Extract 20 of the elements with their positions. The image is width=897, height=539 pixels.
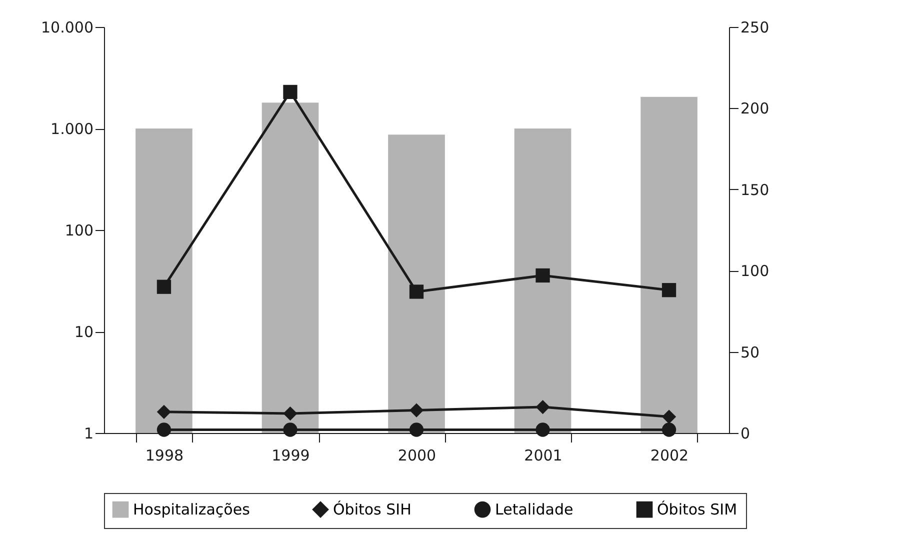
legend-label: Hospitalizações xyxy=(133,500,250,519)
y2-tick-label: 250 xyxy=(740,18,770,36)
y2-tick-label: 50 xyxy=(740,343,760,362)
legend-label: Óbitos SIM xyxy=(657,500,738,519)
x-tick-label: 2002 xyxy=(650,446,689,464)
y2-tick-label: 200 xyxy=(740,100,770,118)
x-tick-label: 2001 xyxy=(524,446,562,464)
y2-tick-label: 150 xyxy=(740,180,770,199)
y-tick-label: 1.000 xyxy=(50,120,94,138)
x-tick-label: 2000 xyxy=(398,446,436,464)
y-tick-label: 1 xyxy=(84,424,94,442)
x-tick-label: 1998 xyxy=(145,446,184,464)
y-tick-label: 100 xyxy=(64,222,94,240)
y-tick-label: 10.000 xyxy=(41,18,94,36)
y2-tick-label: 0 xyxy=(740,424,750,442)
legend-label: Letalidade xyxy=(495,500,574,519)
y-tick-label: 10 xyxy=(74,323,94,341)
legend-label: Óbitos SIH xyxy=(333,500,412,519)
x-tick-label: 1999 xyxy=(272,446,310,464)
y2-tick-label: 100 xyxy=(740,262,770,280)
